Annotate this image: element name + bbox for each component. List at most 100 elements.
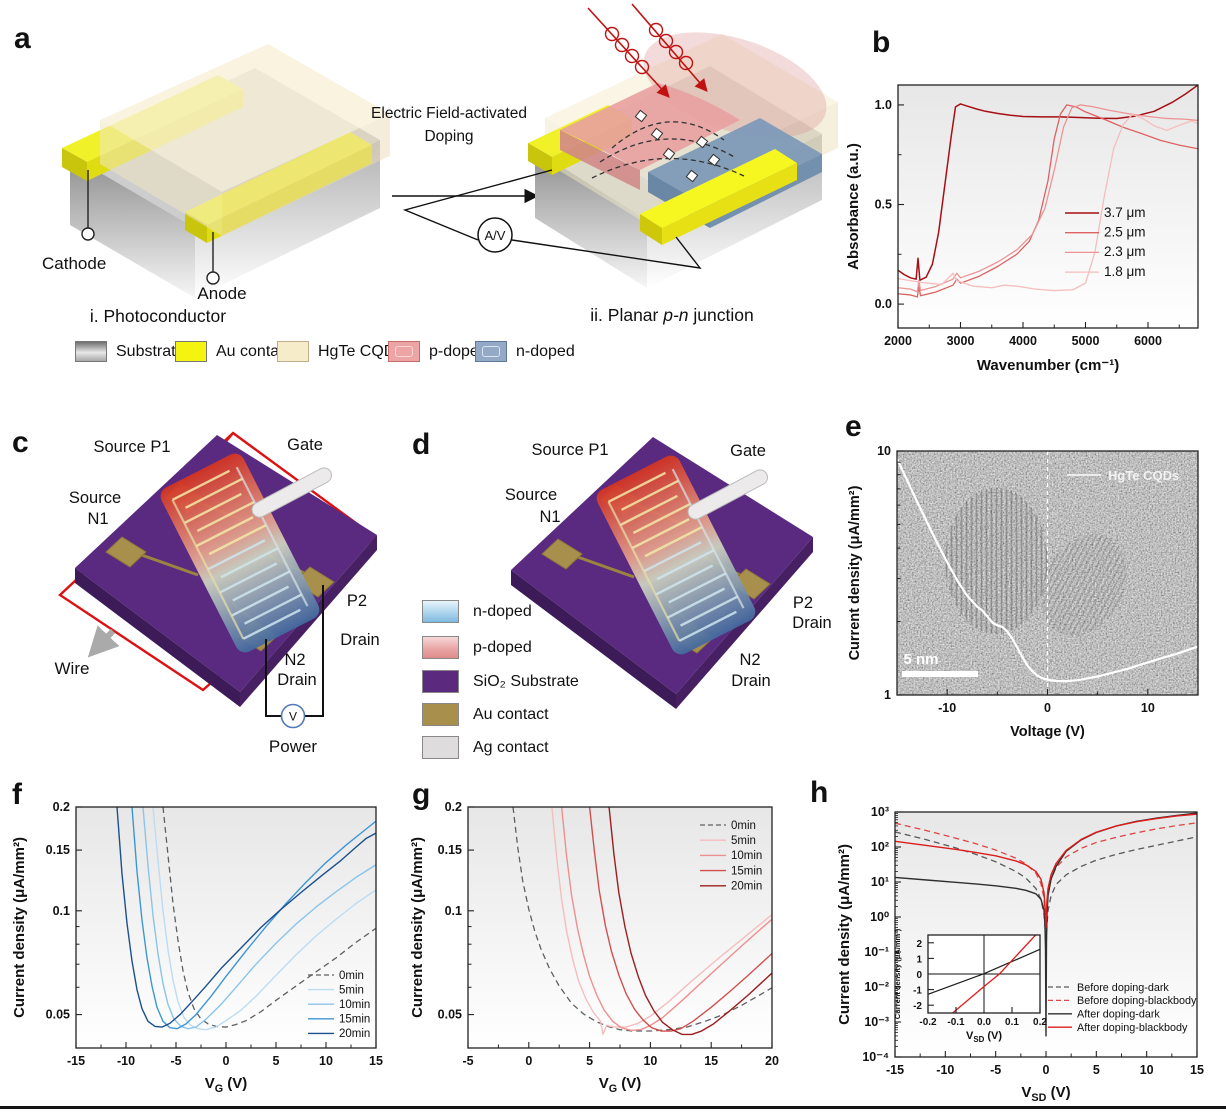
caption-post: junction bbox=[689, 305, 754, 325]
photoconductor-caption: i. Photoconductor bbox=[90, 306, 226, 326]
doping-transition: Electric Field-activated Doping bbox=[371, 105, 539, 204]
legend-label: p-doped bbox=[473, 638, 532, 656]
legend-entry: Before doping-dark bbox=[1077, 982, 1169, 994]
panel-letter-f: f bbox=[12, 778, 22, 811]
legend-entry: 3.7 μm bbox=[1104, 205, 1146, 220]
x-tick-label: -0.2 bbox=[919, 1017, 937, 1028]
y-tick-label: 10 bbox=[877, 444, 891, 458]
series-3.7 μm bbox=[898, 85, 1198, 281]
gate-label: Gate bbox=[287, 436, 323, 454]
transition-text-line2: Doping bbox=[424, 128, 473, 145]
p-doped-swatch bbox=[422, 636, 459, 659]
interdigitated-fingers bbox=[607, 468, 745, 642]
x-tick-label: 4000 bbox=[1009, 334, 1037, 348]
legend-entry: 2.3 μm bbox=[1104, 244, 1146, 259]
x-tick-label: 3000 bbox=[947, 334, 975, 348]
panel-letter-c: c bbox=[12, 426, 29, 459]
y-tick-label: 10⁰ bbox=[870, 910, 890, 924]
x-tick-label: -10 bbox=[936, 1063, 954, 1077]
series-5min bbox=[551, 807, 772, 1036]
figure-bottom-rule bbox=[0, 1106, 1226, 1109]
x-tick-label: -5 bbox=[462, 1054, 473, 1068]
n2-label-line1: N2 bbox=[739, 651, 760, 669]
axis-label: Current density (μA/mm²) bbox=[847, 485, 863, 660]
y-tick-label: 1.0 bbox=[875, 98, 892, 112]
legend-entry: 5min bbox=[339, 984, 364, 996]
svg-text:Current density (μA/mm²): Current density (μA/mm²) bbox=[893, 928, 902, 1019]
x-tick-label: 5 bbox=[1093, 1063, 1100, 1077]
axis-label: Current density (μA/mm²) bbox=[409, 837, 426, 1018]
interdigitated-fingers bbox=[171, 466, 309, 640]
axis-label: Current density (μA/mm²) bbox=[836, 844, 853, 1025]
y-tick-label: 0.05 bbox=[46, 1008, 70, 1022]
wire-label: Wire bbox=[55, 659, 90, 678]
ag-contact-swatch bbox=[422, 736, 459, 759]
y-tick-label: 0.5 bbox=[875, 198, 892, 212]
panel-d-schematic: Source P1 Gate Source N1 P2 Drain N2 Dra… bbox=[505, 437, 832, 709]
series-15min bbox=[131, 807, 376, 1030]
lattice-fringes bbox=[945, 487, 1048, 634]
series-After doping-blackbody bbox=[895, 813, 1197, 929]
x-tick-label: 6000 bbox=[1134, 334, 1162, 348]
panel-letter-a: a bbox=[14, 22, 31, 55]
legend-item-n-doped: n-doped bbox=[422, 600, 532, 623]
legend-item-p-doped: p-doped bbox=[388, 341, 488, 362]
legend-label: HgTe CQDs bbox=[318, 342, 404, 360]
anode-terminal bbox=[206, 271, 220, 285]
x-tick-label: -10 bbox=[117, 1054, 135, 1068]
legend-entry: 10min bbox=[339, 999, 370, 1011]
power-circuit: V bbox=[265, 585, 324, 729]
y-tick-label: 10⁻² bbox=[864, 980, 889, 994]
y-tick-label: 0.0 bbox=[875, 297, 892, 311]
x-tick-label: 10 bbox=[1141, 701, 1155, 715]
axis-label: VSD (V) bbox=[966, 1030, 1002, 1044]
panel-c-schematic: V Source P1 Gate Source N1 P2 Drain N2 D… bbox=[55, 431, 380, 756]
y-tick-label: 10² bbox=[871, 840, 889, 854]
legend-entry: 2.5 μm bbox=[1104, 225, 1146, 240]
x-tick-label: 0 bbox=[223, 1054, 230, 1068]
source-n1-label-line1: Source bbox=[69, 489, 121, 507]
p-doped-region bbox=[560, 83, 740, 190]
svg-text:VG (V): VG (V) bbox=[599, 1075, 642, 1095]
chart-tem-iv: -10 0 10 10 1 Voltage (V) Current density (μA/… bbox=[845, 408, 1226, 753]
ammeter-label: A/V bbox=[485, 228, 506, 243]
legend-label: n-doped bbox=[473, 602, 532, 620]
x-tick-label: -5 bbox=[170, 1054, 181, 1068]
legend: 3.7 μm 2.5 μm 2.3 μm 1.8 μm bbox=[1065, 205, 1146, 279]
chart-transfer-blue: -15 -10 -5 0 5 10 15 0.05 0.1 0.15 0.2 VG (V) Curren… bbox=[10, 785, 392, 1117]
legend: 0min 5min 10min 15min 20min bbox=[308, 970, 370, 1040]
transition-text-line1: Electric Field-activated bbox=[371, 105, 527, 122]
x-tick-label: -5 bbox=[990, 1063, 1001, 1077]
x-tick-label: 20 bbox=[765, 1054, 779, 1068]
svg-text:Wavenumber (cm⁻¹): Wavenumber (cm⁻¹) bbox=[977, 357, 1119, 374]
y-tick-label: -1 bbox=[913, 986, 922, 997]
svg-text:Absorbance (a.u.): Absorbance (a.u.) bbox=[845, 143, 862, 270]
legend-item-substrate: Substrate bbox=[75, 341, 184, 362]
axis-label: Wavenumber (cm⁻¹) bbox=[977, 357, 1119, 374]
legend-item-au-contact: Au contact bbox=[422, 703, 549, 726]
axis-label: Current density (μA/mm²) bbox=[11, 837, 28, 1018]
y-tick-label: 0 bbox=[916, 970, 922, 981]
legend-entry: 20min bbox=[339, 1028, 370, 1040]
y-tick-label: 0.2 bbox=[445, 800, 462, 814]
x-tick-label: 5 bbox=[273, 1054, 280, 1068]
au-contact-swatch bbox=[175, 341, 207, 362]
source-n1-label-line2: N1 bbox=[539, 508, 560, 526]
legend-item-hgte-cqds: HgTe CQDs bbox=[277, 341, 403, 362]
y-tick-label: 1 bbox=[884, 688, 891, 702]
p2-label-line2: Drain bbox=[792, 614, 831, 632]
svg-text:Current density (μA/mm²): Current density (μA/mm²) bbox=[847, 485, 863, 660]
n-doped-swatch bbox=[475, 341, 507, 362]
legend-item-sio2: SiO₂ Substrate bbox=[422, 670, 579, 693]
anode-label: Anode bbox=[197, 284, 246, 303]
hgte-cqd-film bbox=[100, 44, 390, 236]
ag-gate-bar bbox=[687, 469, 768, 520]
axis-label: Current density (μA/mm²) bbox=[893, 928, 902, 1019]
y-tick-label: 0.15 bbox=[438, 843, 462, 857]
y-tick-label: -2 bbox=[913, 1001, 922, 1012]
y-tick-label: 0.15 bbox=[46, 843, 70, 857]
svg-text:Current density (μA/mm²): Current density (μA/mm²) bbox=[836, 844, 853, 1025]
y-tick-label: 10⁻¹ bbox=[864, 945, 889, 959]
y-tick-label: 0.2 bbox=[53, 800, 70, 814]
